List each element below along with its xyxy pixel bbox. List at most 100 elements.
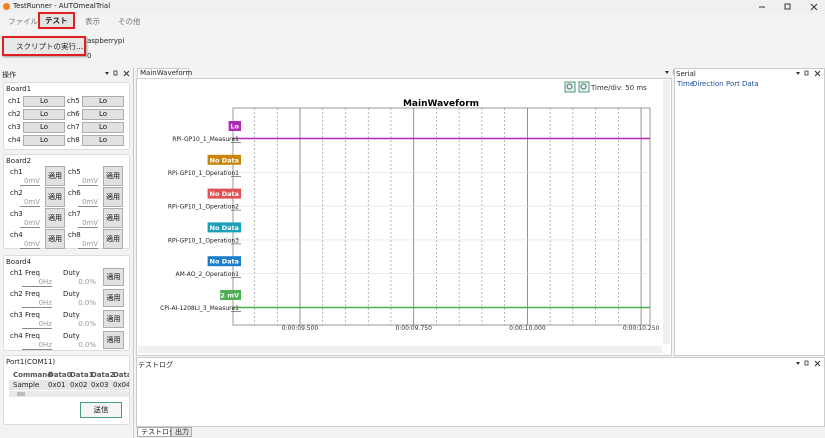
apply-button[interactable]: 適用: [103, 268, 124, 286]
freq-label: ch1 Freq: [10, 269, 40, 277]
channel-name: CPi-AI-1208LI_3_Measure1: [160, 305, 239, 312]
panel-controls[interactable]: [104, 70, 132, 78]
channel-label: ch5: [68, 168, 81, 176]
channel-label: ch5: [67, 97, 80, 105]
apply-button[interactable]: 適用: [45, 166, 65, 186]
h-scrollbar: [138, 346, 662, 353]
log-tab[interactable]: テストログ: [137, 427, 176, 437]
panel-title: 操作: [2, 71, 16, 79]
status-badge: [207, 222, 241, 233]
apply-button[interactable]: 適用: [103, 166, 123, 186]
duty-input[interactable]: 0.0%: [78, 278, 96, 286]
channel-label: ch8: [68, 231, 81, 239]
voltage-input[interactable]: 0mV: [78, 240, 98, 249]
status-badge: [207, 154, 241, 165]
apply-button[interactable]: 適用: [45, 187, 65, 207]
level-button[interactable]: Lo: [82, 122, 124, 133]
channel-name: RPi-GP10_1_Operation3: [168, 237, 239, 244]
freq-input[interactable]: 0Hz: [22, 278, 52, 287]
level-button[interactable]: Lo: [23, 135, 65, 146]
level-button[interactable]: Lo: [82, 109, 124, 120]
apply-button[interactable]: 適用: [103, 289, 124, 307]
voltage-input[interactable]: 0mV: [78, 198, 98, 207]
port-header: Command: [13, 371, 53, 379]
channel-status: No Data: [210, 224, 239, 232]
menu-item[interactable]: その他: [118, 17, 141, 26]
time-label: 0:00:09.750: [395, 325, 432, 332]
duty-label: Duty: [63, 311, 80, 319]
zoom-button: [564, 81, 576, 93]
panel-controls[interactable]: [795, 70, 823, 78]
group-title: Board1: [6, 85, 32, 93]
voltage-input[interactable]: 0mV: [78, 177, 98, 186]
port-cell[interactable]: 0x04: [113, 381, 129, 389]
port-cell[interactable]: 0x02: [70, 381, 88, 389]
dropdown-item[interactable]: スクリプトの実行...: [2, 36, 86, 56]
channel-label: ch1: [8, 97, 21, 105]
status-badge: [220, 290, 241, 300]
channel-name: RPi-GP10_1_Operation1: [168, 170, 239, 177]
serial-header: Port: [726, 80, 740, 88]
menu-bar: [0, 14, 825, 30]
voltage-input[interactable]: 0mV: [20, 177, 40, 186]
duty-input[interactable]: 0.0%: [78, 299, 96, 307]
app-icon: [3, 3, 10, 10]
duty-label: Duty: [63, 290, 80, 298]
freq-input[interactable]: 0Hz: [22, 341, 52, 350]
waveform-tab[interactable]: MainWaveform: [137, 68, 192, 78]
duty-label: Duty: [63, 269, 80, 277]
voltage-input[interactable]: 0mV: [78, 219, 98, 228]
send-button[interactable]: 送信: [80, 402, 122, 418]
channel-label: ch3: [10, 210, 23, 218]
port-header: Data1: [70, 371, 94, 379]
level-button[interactable]: Lo: [82, 135, 124, 146]
menu-item[interactable]: テスト: [38, 12, 75, 29]
group-title: Board4: [6, 258, 32, 266]
port-cell[interactable]: Sample: [13, 381, 40, 389]
serial-header: Data: [742, 80, 759, 88]
level-button[interactable]: Lo: [23, 122, 65, 133]
apply-button[interactable]: 適用: [45, 208, 65, 228]
apply-button[interactable]: 適用: [103, 310, 124, 328]
port-scrollbar: [9, 391, 129, 397]
window-controls[interactable]: [755, 2, 823, 12]
panel-controls[interactable]: [795, 360, 823, 368]
window-title: TestRunner - AUTOmealTrial: [13, 2, 111, 10]
apply-button[interactable]: 適用: [45, 229, 65, 249]
voltage-input[interactable]: 0mV: [20, 219, 40, 228]
zoom-button: [578, 81, 590, 93]
freq-input[interactable]: 0Hz: [22, 299, 52, 308]
duty-input[interactable]: 0.0%: [78, 341, 96, 349]
apply-button[interactable]: 適用: [103, 187, 123, 207]
port-header: Data2: [91, 371, 115, 379]
level-button[interactable]: Lo: [82, 96, 124, 107]
menu-item[interactable]: ファイル: [8, 17, 38, 26]
log-tab[interactable]: 出力: [171, 427, 192, 437]
port-cell[interactable]: 0x03: [91, 381, 109, 389]
zoom-glyph: [566, 83, 573, 90]
duty-input[interactable]: 0.0%: [78, 320, 96, 328]
apply-button[interactable]: 適用: [103, 331, 124, 349]
freq-label: ch3 Freq: [10, 311, 40, 319]
menu-item[interactable]: 表示: [85, 17, 100, 26]
level-button[interactable]: Lo: [23, 96, 65, 107]
zoom-glyph: [580, 83, 587, 90]
freq-input[interactable]: 0Hz: [22, 320, 52, 329]
port-cell[interactable]: 0x01: [48, 381, 66, 389]
chart-title: MainWaveform: [403, 99, 479, 109]
channel-name: AM-AO_2_Operation1: [175, 271, 239, 278]
apply-button[interactable]: 適用: [103, 208, 123, 228]
voltage-input[interactable]: 0mV: [20, 240, 40, 249]
apply-button[interactable]: 適用: [103, 229, 123, 249]
channel-label: ch2: [10, 189, 23, 197]
duty-label: Duty: [63, 332, 80, 340]
level-button[interactable]: Lo: [23, 109, 65, 120]
channel-label: ch7: [68, 210, 81, 218]
channel-name: RPi-GP10_1_Operation2: [168, 204, 239, 211]
serial-title: Serial: [676, 70, 696, 78]
port-header: Data3: [113, 371, 129, 379]
channel-label: ch2: [8, 110, 21, 118]
status-badge: [228, 121, 241, 131]
voltage-input[interactable]: 0mV: [20, 198, 40, 207]
serial-header: Direction: [692, 80, 724, 88]
